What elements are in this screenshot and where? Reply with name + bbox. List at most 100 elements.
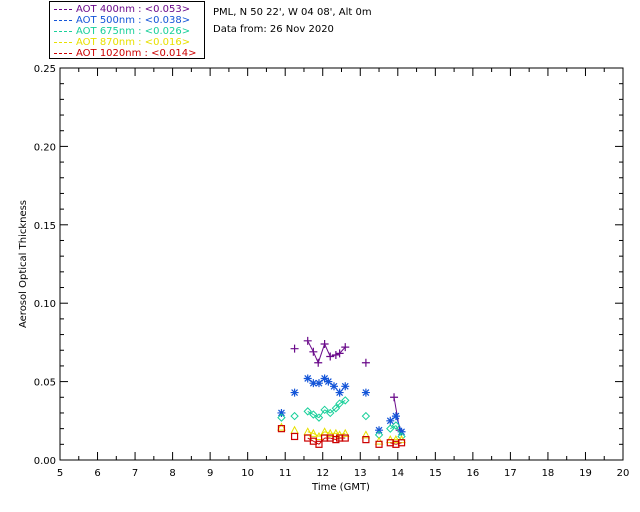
legend-label: AOT 400nm : <0.053> — [76, 4, 191, 15]
data-point — [303, 374, 312, 383]
x-tick-label: 10 — [241, 468, 254, 479]
series-line-segment — [390, 425, 397, 430]
x-tick-label: 5 — [57, 468, 63, 479]
legend: AOT 400nm : <0.053> AOT 500nm : <0.038> … — [49, 1, 205, 59]
legend-swatch — [54, 52, 72, 54]
data-point — [277, 422, 286, 431]
data-point — [303, 336, 312, 345]
x-tick-label: 12 — [316, 468, 329, 479]
legend-swatch — [54, 30, 72, 32]
data-point — [324, 377, 333, 386]
data-point — [341, 343, 350, 352]
axis-ticks: 5 6 7 8 9 10 11 12 13 14 15 16 17 18 19 20 0.00 0.05 0.10 0… — [34, 64, 630, 479]
data-point — [361, 430, 371, 439]
data-point — [397, 439, 406, 447]
data-point — [341, 382, 350, 391]
data-point — [309, 410, 318, 419]
series-line-segment — [335, 403, 341, 409]
site-info: PML, N 50 22', W 04 08', Alt 0m — [213, 7, 372, 18]
data-point — [375, 440, 383, 448]
data-point — [391, 421, 401, 430]
series-line-segment — [313, 414, 320, 419]
series-line-segment — [307, 340, 314, 353]
data-point — [320, 405, 329, 415]
series-line-segment — [307, 410, 314, 415]
legend-swatch — [54, 41, 72, 43]
data-point — [335, 349, 344, 358]
x-axis-title: Time (GMT) — [311, 482, 370, 493]
x-tick-label: 18 — [542, 468, 555, 479]
data-point — [361, 411, 371, 421]
data-point — [290, 388, 299, 397]
legend-item-675nm: AOT 675nm : <0.026> — [54, 26, 190, 37]
series-aot-1020nm — [277, 425, 406, 448]
data-point — [331, 404, 341, 413]
data-point — [290, 344, 299, 353]
data-marks — [277, 336, 406, 448]
data-point — [277, 408, 286, 417]
legend-item-500nm: AOT 500nm : <0.038> — [54, 15, 190, 26]
data-point — [303, 407, 312, 416]
x-tick-label: 14 — [391, 468, 404, 479]
data-point — [290, 425, 299, 434]
series-line-segment — [339, 399, 346, 404]
data-point — [314, 431, 324, 440]
y-tick-label: 0.05 — [34, 378, 56, 389]
data-point — [375, 426, 384, 435]
y-tick-label: 0.10 — [34, 299, 56, 310]
legend-swatch — [54, 8, 72, 10]
date-info: Data from: 26 Nov 2020 — [213, 24, 334, 35]
data-point — [277, 413, 286, 422]
data-point — [361, 388, 370, 397]
data-point — [340, 428, 350, 437]
data-point — [386, 416, 395, 425]
series-line-segment — [317, 343, 326, 363]
legend-item-400nm: AOT 400nm : <0.053> — [54, 4, 190, 15]
legend-swatch — [54, 19, 72, 21]
series-line-segment — [324, 343, 331, 357]
series-line-segment — [329, 407, 337, 414]
data-point — [391, 435, 401, 444]
data-point — [309, 428, 318, 437]
data-point — [335, 399, 344, 408]
data-point — [314, 413, 324, 422]
data-point — [315, 440, 323, 448]
series-line-segment — [324, 409, 331, 414]
series-aot-500nm — [277, 374, 406, 436]
x-tick-label: 17 — [504, 468, 517, 479]
data-point — [397, 427, 406, 436]
series-line-segment — [395, 425, 402, 437]
legend-label: AOT 675nm : <0.026> — [76, 26, 191, 37]
x-tick-label: 15 — [429, 468, 442, 479]
data-point — [386, 424, 395, 433]
series-aot-400nm — [290, 336, 404, 435]
data-point — [320, 427, 329, 436]
legend-item-1020nm: AOT 1020nm : <0.014> — [54, 48, 196, 59]
x-tick-label: 13 — [354, 468, 367, 479]
data-point — [309, 347, 318, 356]
data-point — [341, 396, 350, 405]
data-point — [335, 388, 344, 397]
x-tick-label: 19 — [579, 468, 592, 479]
data-point — [331, 350, 340, 359]
x-tick-label: 7 — [132, 468, 138, 479]
legend-label: AOT 500nm : <0.038> — [76, 15, 191, 26]
x-tick-label: 11 — [279, 468, 292, 479]
data-point — [277, 425, 286, 433]
series-line-segment — [395, 415, 403, 432]
x-tick-label: 20 — [617, 468, 630, 479]
data-point — [341, 434, 349, 442]
x-tick-label: 6 — [94, 468, 100, 479]
legend-label: AOT 1020nm : <0.014> — [76, 48, 197, 59]
x-tick-label: 8 — [169, 468, 175, 479]
data-point — [362, 436, 370, 444]
data-point — [290, 432, 299, 441]
data-point — [325, 428, 335, 437]
series-line-segment — [318, 409, 326, 418]
data-point — [314, 358, 323, 367]
x-tick-label: 16 — [466, 468, 479, 479]
y-tick-label: 0.00 — [34, 456, 56, 467]
series-line-segment — [312, 351, 319, 363]
y-tick-label: 0.15 — [34, 221, 56, 232]
